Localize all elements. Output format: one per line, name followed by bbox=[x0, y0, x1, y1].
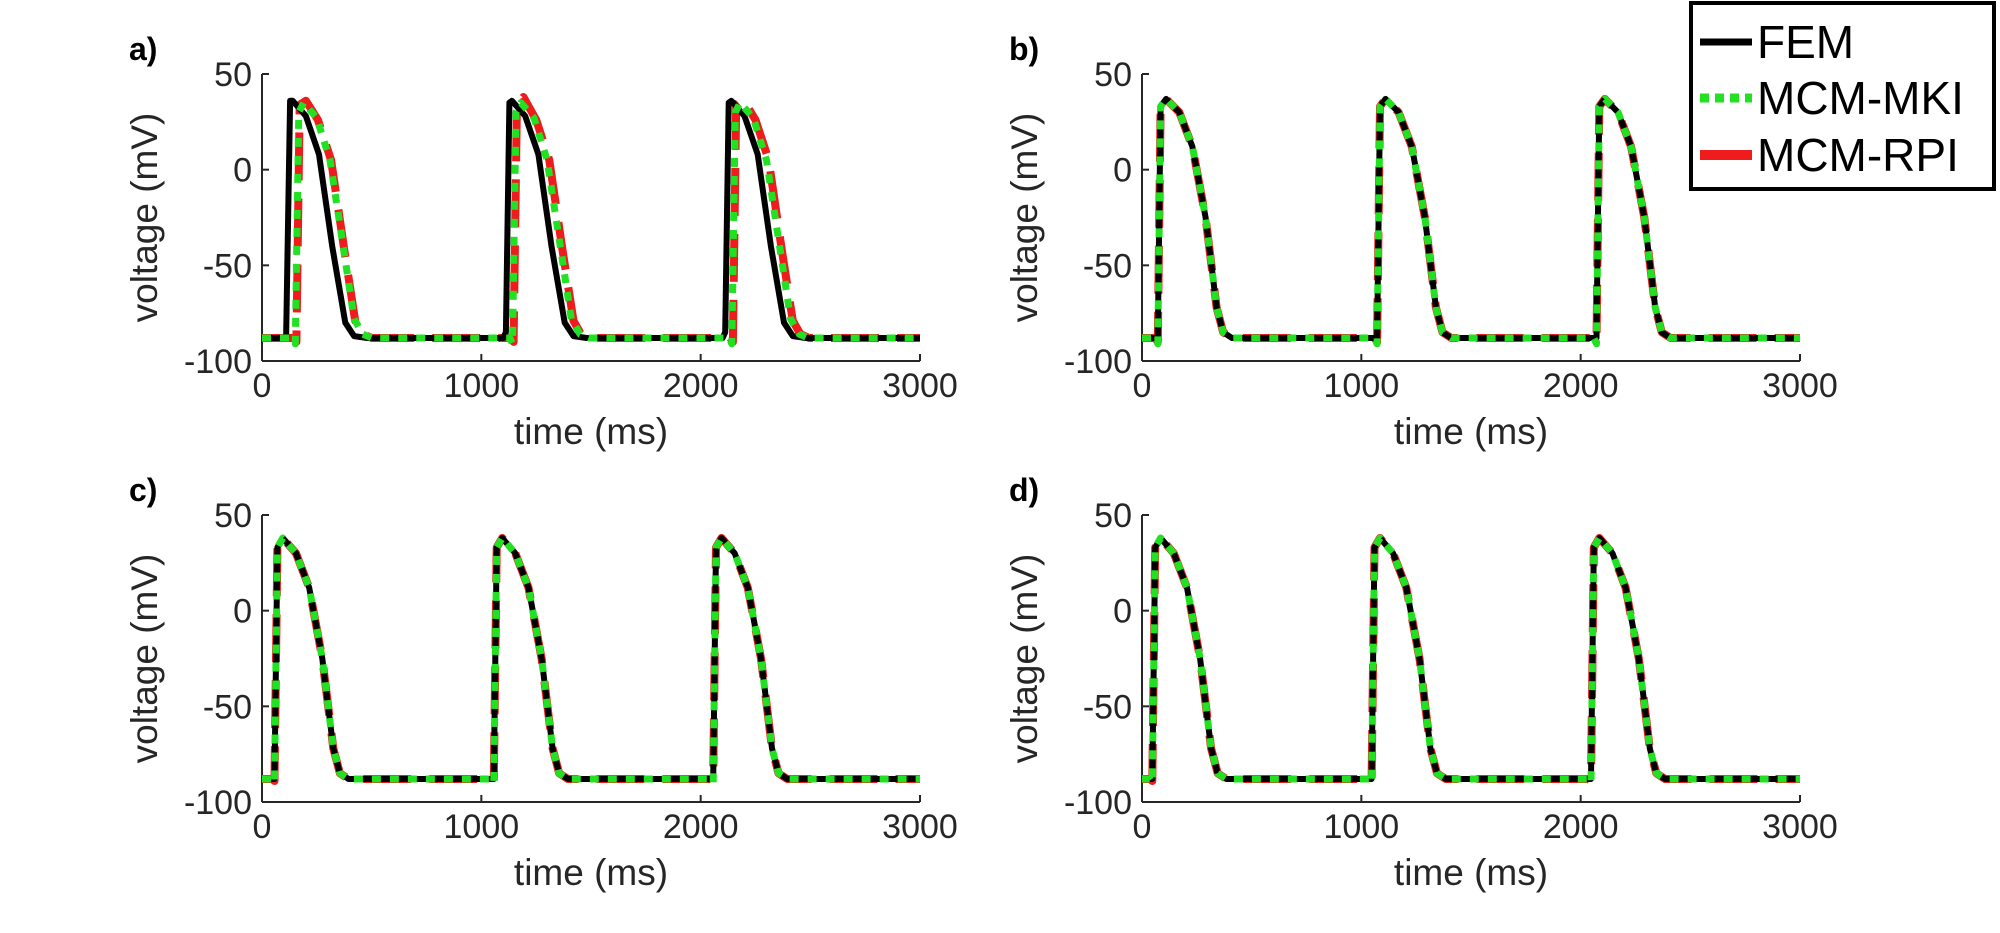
x-tick-label: 2000 bbox=[663, 367, 739, 405]
x-axis-label: time (ms) bbox=[1394, 852, 1548, 893]
panel-label: a) bbox=[129, 31, 157, 67]
y-tick-label: -100 bbox=[184, 784, 252, 822]
y-tick-label: -100 bbox=[184, 343, 252, 381]
x-tick-label: 3000 bbox=[1762, 808, 1838, 846]
legend: FEM MCM-MKI MCM-RPI bbox=[1689, 1, 1996, 191]
y-tick-label: -50 bbox=[1083, 247, 1132, 285]
x-tick-label: 0 bbox=[1133, 808, 1152, 846]
y-tick-label: 0 bbox=[233, 593, 252, 631]
y-tick-label: -50 bbox=[1083, 688, 1132, 726]
legend-label-mcm-mki: MCM-MKI bbox=[1757, 72, 1964, 124]
y-tick-label: 0 bbox=[233, 152, 252, 190]
x-tick-label: 0 bbox=[253, 367, 272, 405]
y-tick-label: 50 bbox=[1094, 56, 1132, 94]
y-tick-label: -50 bbox=[203, 688, 252, 726]
y-axis-label: voltage (mV) bbox=[124, 554, 165, 764]
series-line-mcm-rpi bbox=[1142, 534, 1800, 785]
y-tick-label: 50 bbox=[1094, 497, 1132, 535]
x-tick-label: 1000 bbox=[1324, 808, 1400, 846]
series-line-mcm-rpi bbox=[262, 93, 920, 346]
series-line-mcm-mki bbox=[262, 99, 920, 348]
series-line-mcm-mki bbox=[262, 534, 920, 787]
legend-label-fem: FEM bbox=[1757, 16, 1854, 68]
panel-label: d) bbox=[1009, 472, 1039, 508]
series-line-fem bbox=[1142, 535, 1800, 782]
series-line-mcm-mki bbox=[1142, 534, 1800, 787]
y-tick-label: 0 bbox=[1113, 593, 1132, 631]
x-tick-label: 2000 bbox=[1543, 367, 1619, 405]
x-tick-label: 1000 bbox=[444, 808, 520, 846]
x-tick-label: 0 bbox=[1133, 367, 1152, 405]
x-axis-label: time (ms) bbox=[514, 411, 668, 452]
x-axis-label: time (ms) bbox=[514, 852, 668, 893]
series-line-mcm-rpi bbox=[262, 534, 920, 785]
x-tick-label: 0 bbox=[253, 808, 272, 846]
y-tick-label: -100 bbox=[1064, 784, 1132, 822]
y-tick-label: -100 bbox=[1064, 343, 1132, 381]
x-tick-label: 2000 bbox=[663, 808, 739, 846]
x-tick-label: 1000 bbox=[444, 367, 520, 405]
y-tick-label: -50 bbox=[203, 247, 252, 285]
y-tick-label: 50 bbox=[214, 56, 252, 94]
x-tick-label: 3000 bbox=[882, 808, 958, 846]
series-line-fem bbox=[262, 97, 920, 341]
x-tick-label: 3000 bbox=[1762, 367, 1838, 405]
x-axis-label: time (ms) bbox=[1394, 411, 1548, 452]
panel-label: b) bbox=[1009, 31, 1039, 67]
y-tick-label: 0 bbox=[1113, 152, 1132, 190]
series-line-mcm-mki bbox=[1142, 95, 1800, 348]
y-axis-label: voltage (mV) bbox=[1004, 554, 1045, 764]
x-tick-label: 3000 bbox=[882, 367, 958, 405]
x-tick-label: 1000 bbox=[1324, 367, 1400, 405]
x-tick-label: 2000 bbox=[1543, 808, 1619, 846]
y-axis-label: voltage (mV) bbox=[1004, 113, 1045, 323]
panel-label: c) bbox=[129, 472, 157, 508]
y-axis-label: voltage (mV) bbox=[124, 113, 165, 323]
y-tick-label: 50 bbox=[214, 497, 252, 535]
legend-label-mcm-rpi: MCM-RPI bbox=[1757, 129, 1959, 181]
series-line-fem bbox=[262, 535, 920, 782]
